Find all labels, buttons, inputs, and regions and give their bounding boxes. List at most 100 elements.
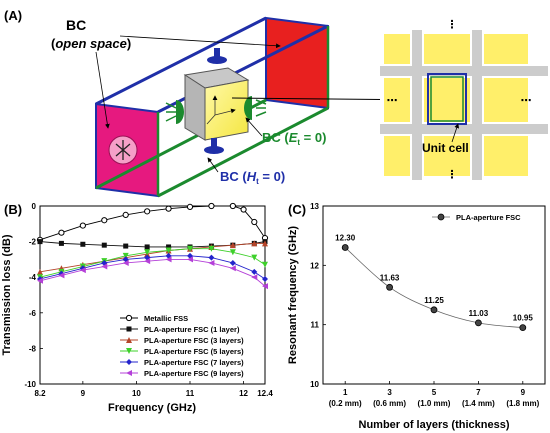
chart-b-point: [208, 245, 215, 252]
chart-b-point: [208, 202, 215, 210]
chart-b-legend-marker: [126, 348, 132, 354]
chart-b-point: [251, 268, 258, 275]
chart-b-point: [80, 241, 86, 247]
bc-ht-label: BC (Ht = 0): [220, 169, 285, 186]
chart-b-x-ticks: 8.2 9 10 11 12 12.4: [34, 381, 273, 398]
chart-c-ytick-label: 11: [311, 321, 320, 330]
svg-text:(open space): (open space): [51, 36, 131, 51]
svg-text:⋮: ⋮: [447, 19, 458, 31]
chart-b-point: [144, 208, 151, 215]
unit-cell-cube: [165, 48, 267, 154]
chart-b-xtick-label: 9: [81, 389, 86, 398]
chart-b-point: [229, 202, 236, 210]
chart-b-legend-marker: [126, 337, 132, 343]
chart-b-point: [166, 244, 172, 250]
chart-b-legend-marker: [126, 359, 132, 365]
chart-b-point: [187, 256, 193, 263]
chart-c-xtick-sublabel: (1.4 mm): [462, 399, 495, 408]
chart-b-point: [122, 211, 129, 218]
chart-c-point: [474, 319, 482, 327]
chart-b-xtick-label: 10: [132, 389, 141, 398]
chart-c-data-label: 11.63: [380, 273, 400, 282]
chart-c-xlabel: Number of layers (thickness): [359, 419, 510, 431]
svg-text:⋯: ⋯: [521, 95, 532, 107]
chart-b-point: [144, 244, 150, 250]
unit-cell-lattice: ⋮ ⋮ ⋯ ⋯ Unit cell: [380, 19, 548, 181]
chart-c-line: [344, 247, 523, 329]
chart-b-legend-label: PLA-aperture FSC (5 layers): [144, 347, 244, 356]
chart-b-ytick-label: 0: [32, 202, 37, 211]
chart-b-series: [36, 202, 269, 290]
chart-c-ylabel: Resonant frequency (GHz): [287, 226, 299, 364]
unit-cell-outline-blue: [427, 73, 467, 125]
chart-b-legend-label: PLA-aperture FSC (9 layers): [144, 369, 244, 378]
chart-b-point: [251, 254, 258, 261]
chart-b-point: [251, 274, 258, 281]
panel-b: (B) 0 -2 -4 -6 -8 -10 8.2 9 10 11 12 12.4 Metallic…: [1, 202, 273, 414]
waveguide-box: [95, 16, 330, 198]
chart-c-xtick-label: 7: [476, 388, 481, 397]
chart-b-point: [122, 252, 129, 259]
chart-b-point: [37, 277, 43, 284]
bc-open-space-title: BC: [66, 17, 86, 33]
chart-b-point: [262, 261, 268, 268]
chart-b-legend-marker: [126, 326, 132, 332]
chart-b-line: [39, 255, 266, 280]
chart-c-xtick-sublabel: (1.0 mm): [418, 399, 451, 408]
chart-b-point: [208, 259, 215, 266]
chart-b-point: [251, 240, 258, 247]
chart-b-legend-label: PLA-aperture FSC (7 layers): [144, 358, 244, 367]
chart-b-ytick-label: -2: [29, 238, 37, 247]
chart-c-point: [430, 306, 438, 314]
chart-b-point: [262, 240, 268, 247]
chart-b-point: [101, 217, 108, 224]
bc-open-space-sub: open space: [55, 36, 127, 51]
chart-b-point: [187, 245, 193, 252]
chart-c-x-ticks: 1 (0.2 mm) 3 (0.6 mm) 5 (1.0 mm) 7 (1.4 mm) 9 (1.…: [329, 381, 540, 408]
chart-c-ytick-label: 12: [310, 261, 319, 270]
chart-b-series-5: [37, 256, 268, 290]
unit-cell-outline-green: [430, 76, 464, 122]
chart-b-point: [262, 275, 268, 282]
chart-b-xtick-label: 8.2: [34, 389, 46, 398]
chart-b-point: [37, 239, 43, 245]
chart-b-legend-label: PLA-aperture FSC (3 layers): [144, 336, 244, 345]
chart-b-point: [122, 259, 129, 266]
chart-b-point: [101, 242, 107, 248]
chart-c-y-ticks: 10 11 12 13: [310, 202, 326, 389]
chart-b-point: [251, 218, 258, 226]
panel-a: (A): [4, 8, 548, 198]
chart-b-point: [165, 205, 172, 212]
chart-b-line: [39, 205, 266, 241]
panel-a-label: (A): [4, 8, 22, 23]
pec-right-disc: [244, 96, 252, 120]
chart-c-series-0: 12.30 11.63 11.25 11.03 10.95: [335, 234, 534, 332]
chart-b-point: [123, 243, 129, 249]
chart-b-point: [262, 283, 268, 290]
chart-c-xtick-label: 3: [387, 388, 392, 397]
chart-b-point: [240, 206, 247, 213]
chart-b-legend-label: PLA-aperture FSC (1 layer): [144, 325, 240, 334]
chart-c-series: 12.30 11.63 11.25 11.03 10.95: [335, 234, 534, 332]
chart-c-data-label: 11.03: [469, 309, 489, 318]
chart-c-xtick-label: 5: [432, 388, 437, 397]
chart-b-ylabel: Transmission loss (dB): [1, 234, 13, 355]
chart-b-point: [144, 249, 151, 256]
bc-et-label: BC (Et = 0): [262, 130, 326, 147]
chart-c-point: [519, 324, 527, 332]
chart-b-series-0: [36, 202, 269, 243]
panel-c-label: (C): [288, 202, 306, 217]
chart-b-ytick-label: -8: [29, 344, 37, 353]
chart-c-point: [386, 283, 394, 291]
chart-b-frame: [39, 205, 266, 385]
chart-c-data-label: 10.95: [513, 314, 534, 323]
chart-b-ytick-label: -10: [24, 380, 36, 389]
chart-c-xtick-label: 1: [343, 388, 348, 397]
chart-b-xtick-label: 12.4: [257, 389, 273, 398]
chart-c-legend-marker: [437, 213, 445, 221]
chart-c-ytick-label: 10: [310, 380, 319, 389]
pec-left-disc: [176, 100, 184, 124]
bottom-right-edge: [157, 106, 329, 198]
chart-b-xlabel: Frequency (GHz): [108, 402, 196, 414]
